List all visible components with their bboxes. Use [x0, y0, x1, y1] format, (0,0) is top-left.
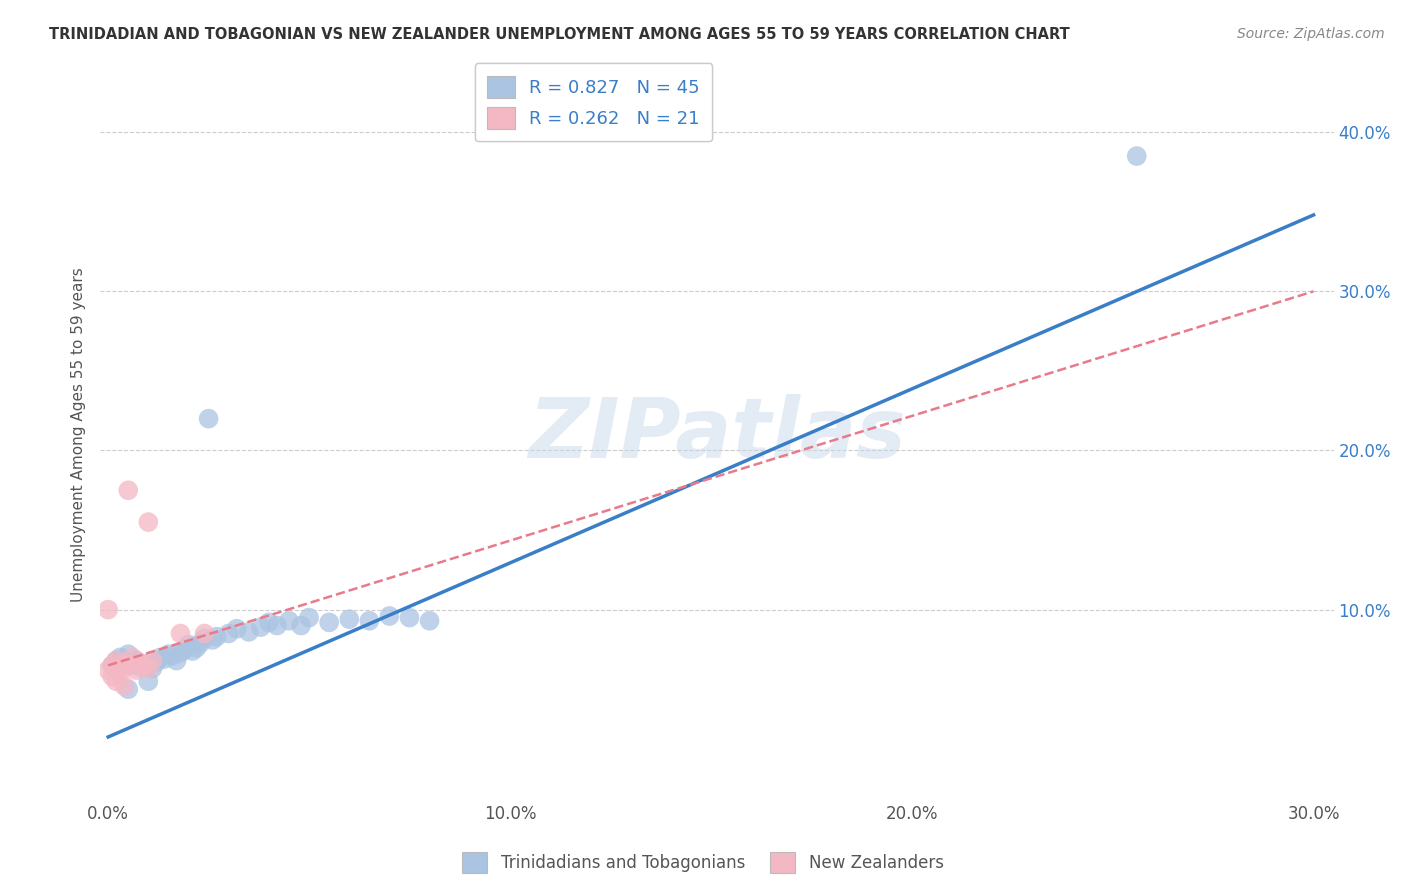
- Y-axis label: Unemployment Among Ages 55 to 59 years: Unemployment Among Ages 55 to 59 years: [72, 268, 86, 602]
- Point: [173, 642, 195, 657]
- Point: [201, 632, 224, 647]
- Point: [121, 658, 143, 673]
- Point: [257, 615, 280, 630]
- Point: [186, 640, 208, 655]
- Point: [117, 483, 139, 498]
- Point: [110, 650, 132, 665]
- Point: [105, 674, 128, 689]
- Point: [177, 638, 200, 652]
- Point: [117, 647, 139, 661]
- Point: [378, 609, 401, 624]
- Point: [169, 626, 191, 640]
- Point: [101, 658, 124, 673]
- Point: [117, 658, 139, 673]
- Point: [101, 669, 124, 683]
- Point: [138, 658, 160, 673]
- Point: [225, 622, 247, 636]
- Point: [141, 654, 163, 668]
- Point: [97, 663, 120, 677]
- Point: [138, 515, 160, 529]
- Point: [110, 661, 132, 675]
- Point: [105, 654, 128, 668]
- Point: [157, 647, 180, 661]
- Point: [134, 657, 156, 671]
- Point: [359, 614, 381, 628]
- Point: [197, 411, 219, 425]
- Point: [205, 630, 228, 644]
- Point: [194, 632, 217, 646]
- Text: TRINIDADIAN AND TOBAGONIAN VS NEW ZEALANDER UNEMPLOYMENT AMONG AGES 55 TO 59 YEA: TRINIDADIAN AND TOBAGONIAN VS NEW ZEALAN…: [49, 27, 1070, 42]
- Point: [125, 654, 148, 668]
- Text: ZIPatlas: ZIPatlas: [527, 394, 905, 475]
- Point: [194, 626, 217, 640]
- Point: [166, 654, 188, 668]
- Point: [318, 615, 340, 630]
- Point: [190, 636, 212, 650]
- Point: [112, 657, 135, 671]
- Point: [398, 610, 420, 624]
- Point: [129, 657, 152, 671]
- Point: [419, 614, 441, 628]
- Point: [298, 610, 321, 624]
- Point: [105, 654, 128, 668]
- Legend: Trinidadians and Tobagonians, New Zealanders: Trinidadians and Tobagonians, New Zealan…: [456, 846, 950, 880]
- Point: [112, 679, 135, 693]
- Point: [181, 644, 204, 658]
- Point: [121, 650, 143, 665]
- Point: [162, 648, 184, 663]
- Point: [138, 674, 160, 689]
- Point: [1126, 149, 1149, 163]
- Point: [290, 618, 312, 632]
- Point: [218, 626, 240, 640]
- Point: [145, 655, 167, 669]
- Point: [250, 620, 273, 634]
- Point: [266, 618, 288, 632]
- Legend: R = 0.827   N = 45, R = 0.262   N = 21: R = 0.827 N = 45, R = 0.262 N = 21: [475, 63, 713, 141]
- Point: [238, 624, 260, 639]
- Point: [278, 614, 301, 628]
- Point: [117, 682, 139, 697]
- Point: [97, 602, 120, 616]
- Text: Source: ZipAtlas.com: Source: ZipAtlas.com: [1237, 27, 1385, 41]
- Point: [134, 658, 156, 673]
- Point: [112, 657, 135, 671]
- Point: [153, 652, 176, 666]
- Point: [141, 661, 163, 675]
- Point: [169, 646, 191, 660]
- Point: [125, 663, 148, 677]
- Point: [138, 661, 160, 675]
- Point: [110, 666, 132, 681]
- Point: [149, 650, 172, 665]
- Point: [337, 612, 360, 626]
- Point: [129, 660, 152, 674]
- Point: [101, 658, 124, 673]
